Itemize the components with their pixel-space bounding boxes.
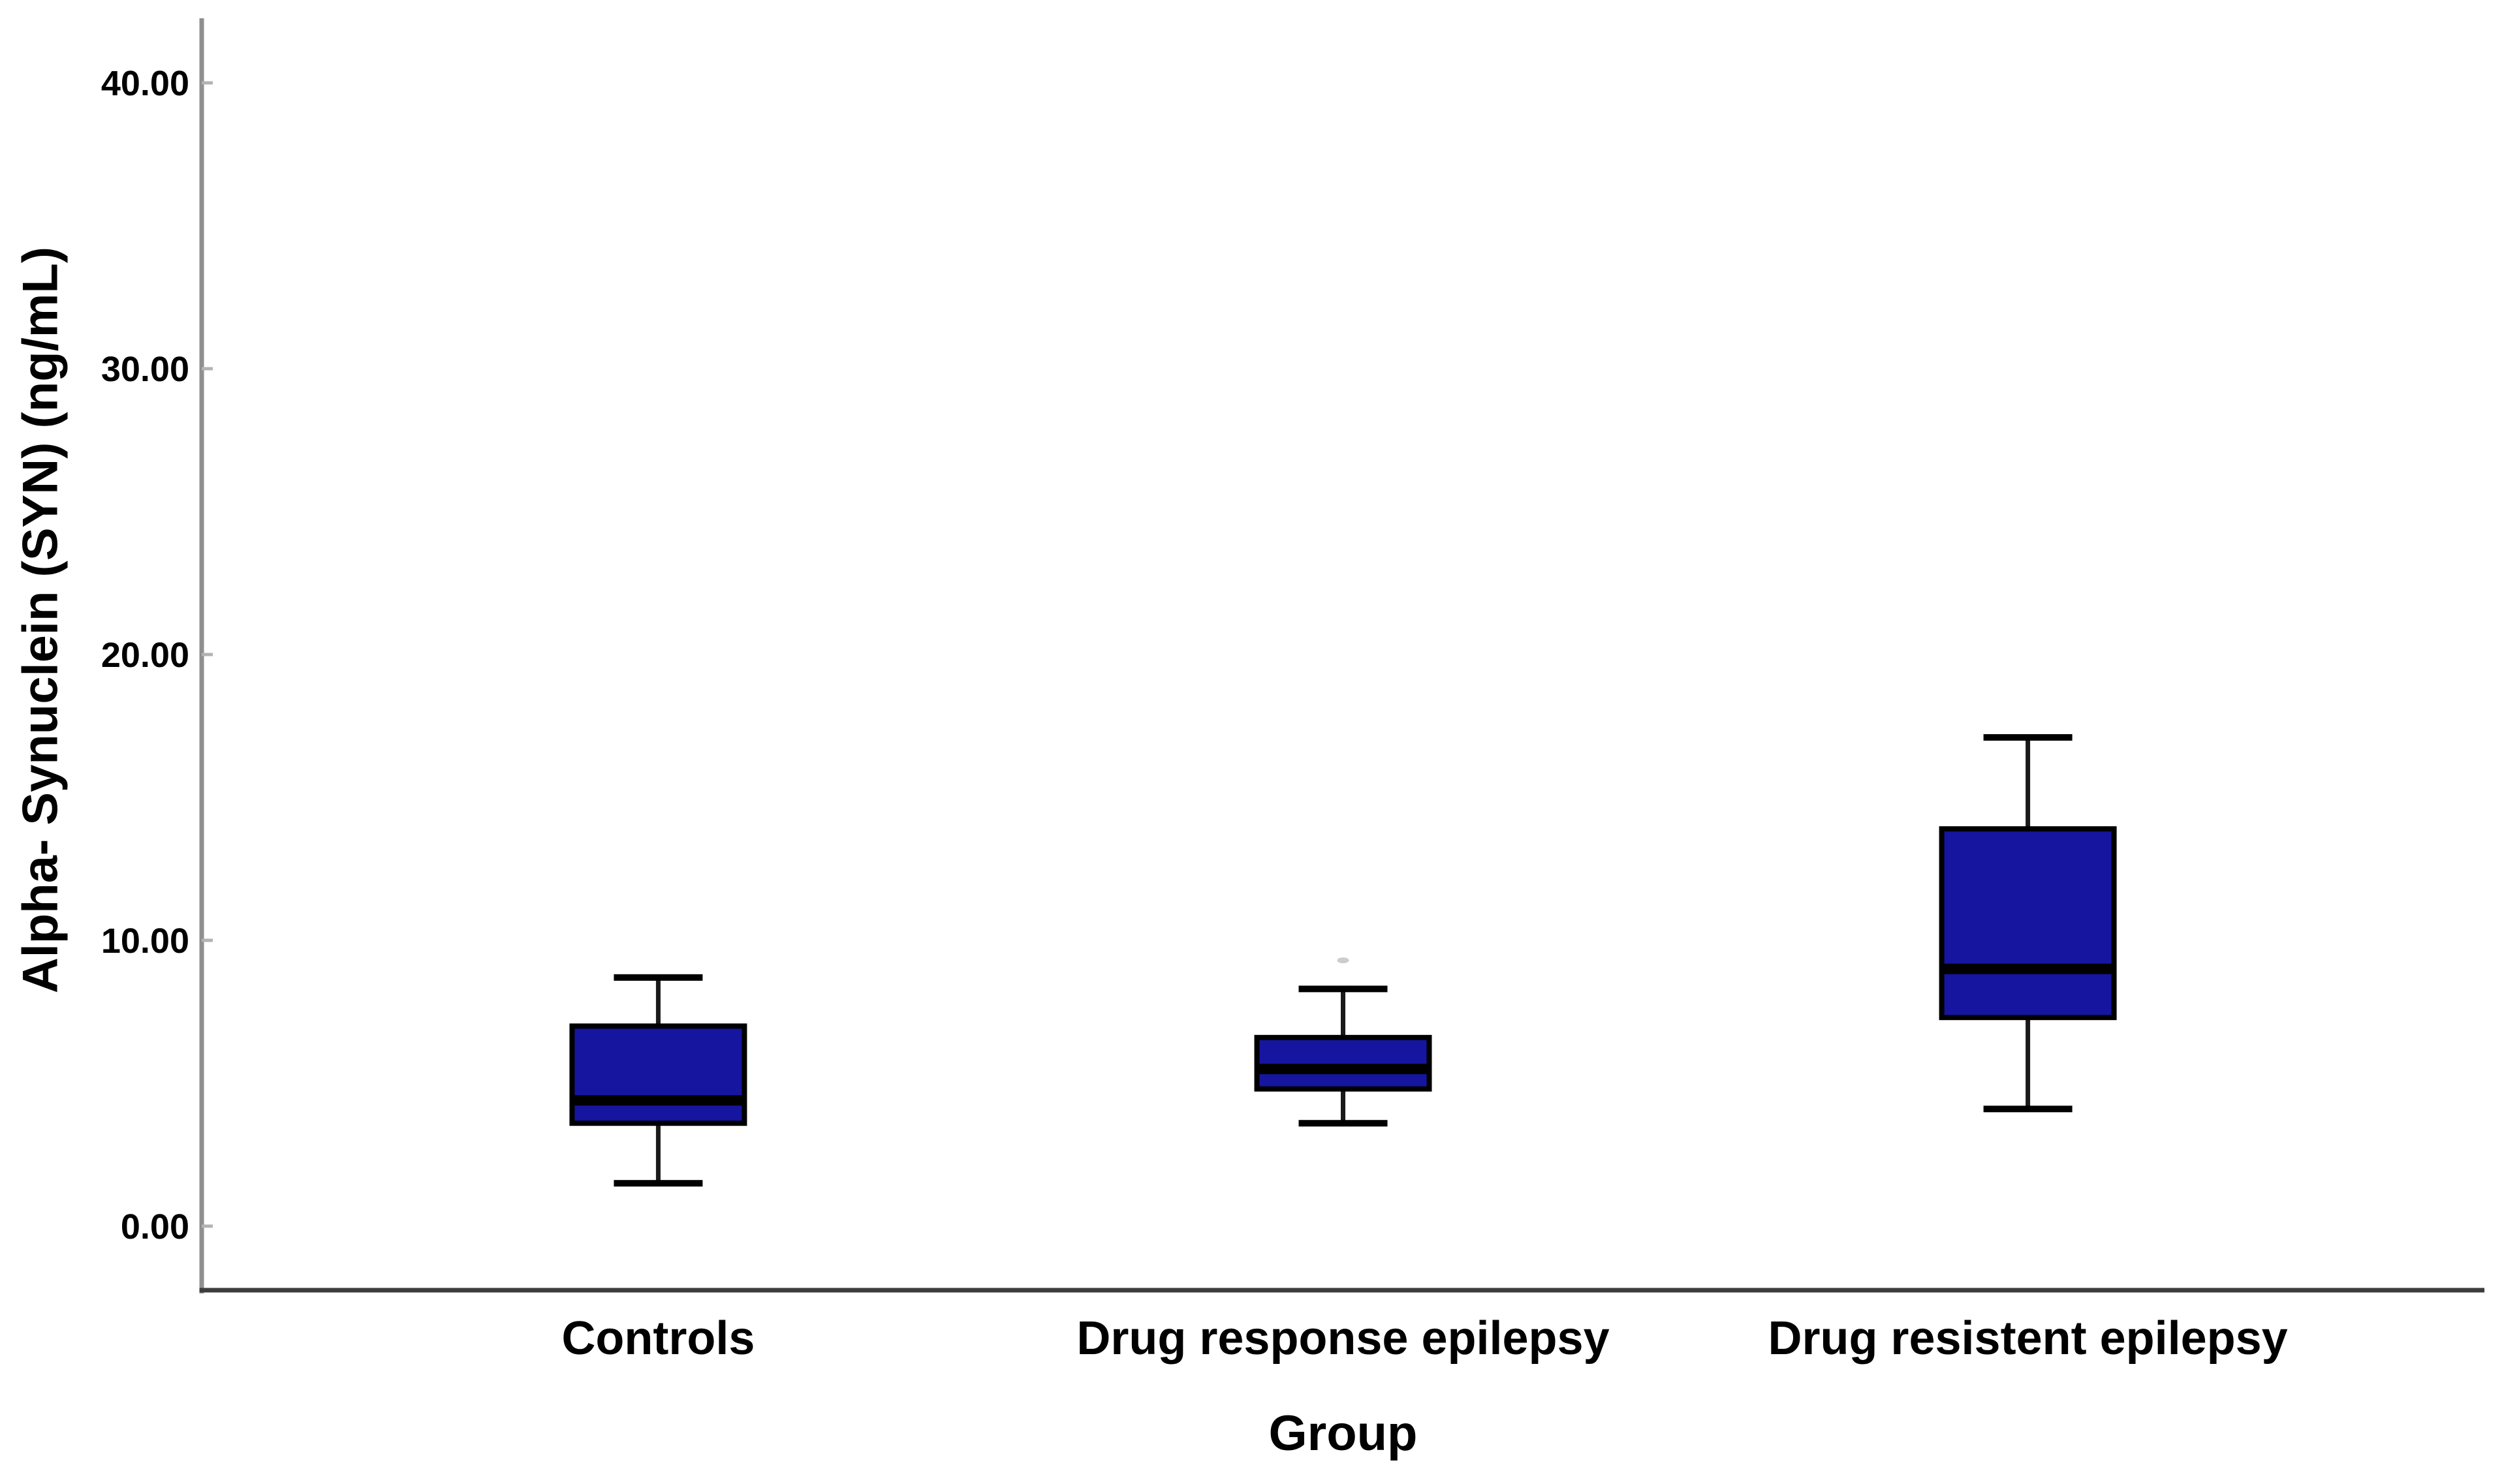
upper-whisker-cap-controls xyxy=(614,974,703,981)
y-tick-mark-40.00 xyxy=(202,81,213,85)
outlier-point-drug-response-epilepsy-0 xyxy=(1337,957,1349,964)
x-axis-line xyxy=(199,1288,2484,1293)
y-tick-mark-10.00 xyxy=(202,938,213,942)
x-category-label-drug-resistent-epilepsy: Drug resistent epilepsy xyxy=(1768,1312,2287,1365)
upper-whisker-controls xyxy=(655,977,661,1027)
iqr-box-controls xyxy=(569,1023,747,1126)
upper-whisker-cap-drug-resistent-epilepsy xyxy=(1983,734,2073,741)
y-tick-label-10.00: 10.00 xyxy=(101,921,189,961)
upper-whisker-drug-response-epilepsy xyxy=(1341,989,1345,1038)
y-tick-mark-20.00 xyxy=(202,653,213,657)
y-tick-label-20.00: 20.00 xyxy=(101,636,189,675)
y-tick-label-30.00: 30.00 xyxy=(101,350,189,389)
lower-whisker-cap-drug-response-epilepsy xyxy=(1298,1120,1388,1127)
y-tick-label-0.00: 0.00 xyxy=(121,1207,189,1246)
lower-whisker-drug-response-epilepsy xyxy=(1341,1089,1345,1124)
median-line-drug-response-epilepsy xyxy=(1257,1064,1430,1075)
x-category-label-controls: Controls xyxy=(561,1312,755,1365)
upper-whisker-drug-resistent-epilepsy xyxy=(2026,737,2031,829)
lower-whisker-drug-resistent-epilepsy xyxy=(2026,1017,2031,1109)
upper-whisker-cap-drug-response-epilepsy xyxy=(1298,985,1388,993)
iqr-box-drug-response-epilepsy xyxy=(1254,1034,1432,1092)
y-tick-label-40.00: 40.00 xyxy=(101,64,189,103)
x-axis-title: Group xyxy=(1269,1406,1418,1461)
iqr-box-drug-resistent-epilepsy xyxy=(1939,826,2117,1021)
y-tick-mark-0.00 xyxy=(202,1224,213,1228)
lower-whisker-cap-drug-resistent-epilepsy xyxy=(1983,1105,2073,1113)
median-line-controls xyxy=(572,1095,745,1106)
lower-whisker-cap-controls xyxy=(614,1180,703,1187)
y-axis-title: Alpha- Synuclein (SYN) (ng/mL) xyxy=(12,246,69,994)
y-tick-mark-30.00 xyxy=(202,367,213,371)
lower-whisker-controls xyxy=(655,1123,661,1184)
median-line-drug-resistent-epilepsy xyxy=(1941,963,2114,974)
x-category-label-drug-response-epilepsy: Drug response epilepsy xyxy=(1076,1312,1609,1365)
